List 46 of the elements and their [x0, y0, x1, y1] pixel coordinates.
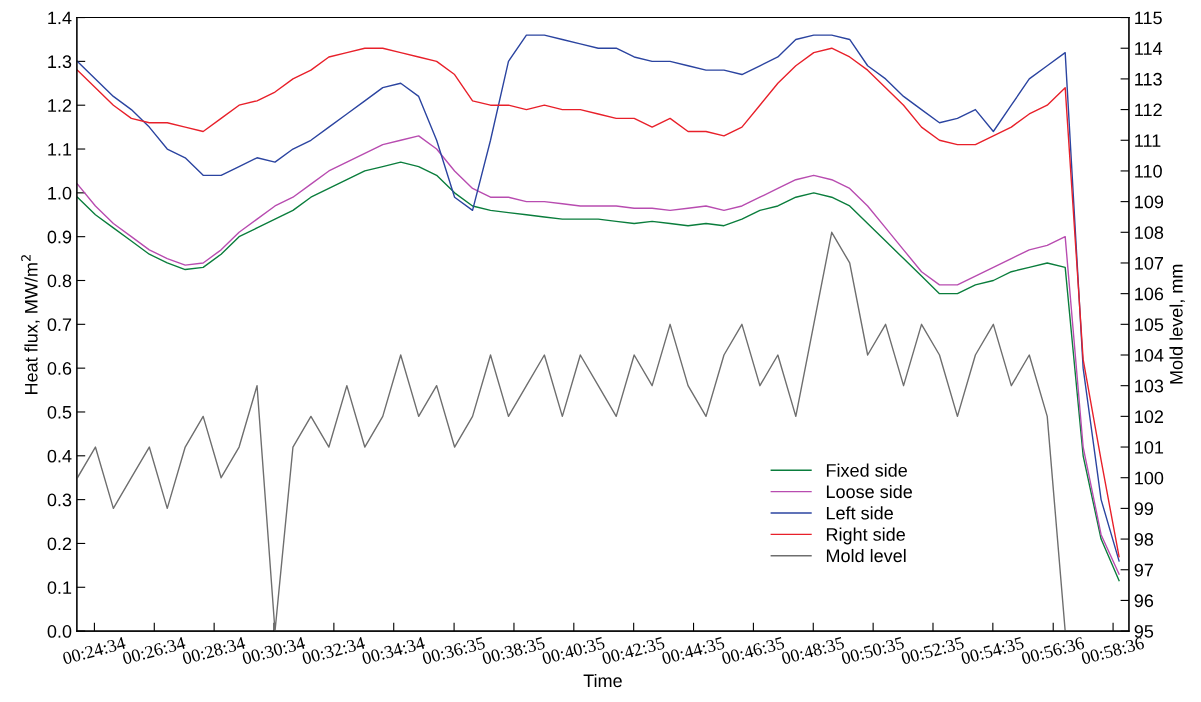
y-tick-label: 0.1 [47, 581, 72, 594]
y2-tick-label: 97 [1134, 563, 1153, 577]
y-tick-label: 1.2 [48, 99, 72, 112]
y2-tick-label: 109 [1135, 195, 1164, 209]
y2-tick-label: 108 [1135, 226, 1164, 240]
y-tick-label: 0.3 [47, 493, 72, 507]
y-tick-label: 0.9 [47, 230, 72, 244]
y-tick-label: 1.0 [48, 186, 72, 200]
y2-tick-label: 99 [1134, 502, 1154, 516]
legend-label: Right side [826, 527, 905, 545]
y2-tick-label: 111 [1135, 134, 1161, 147]
x-axis-title: Time [583, 673, 622, 688]
y2-tick-label: 115 [1135, 11, 1162, 25]
y2-tick-label: 104 [1135, 348, 1164, 362]
y2-tick-label: 106 [1135, 287, 1164, 301]
y2-tick-label: 114 [1135, 42, 1163, 55]
y2-tick-label: 112 [1135, 103, 1162, 117]
y2-tick-label: 96 [1134, 594, 1154, 608]
y2-tick-label: 113 [1135, 72, 1162, 86]
y-tick-label: 1.1 [48, 143, 72, 156]
legend-label: Mold level [826, 548, 906, 563]
line-series [76, 231, 1066, 632]
y2-tick-label: 107 [1135, 256, 1164, 270]
legend-label: Fixed side [826, 463, 907, 477]
y-tick-label: 0.8 [47, 274, 72, 288]
y-tick-label: 0.4 [47, 449, 72, 463]
legend-label: Loose side [826, 484, 912, 499]
y2-tick-label: 105 [1135, 318, 1164, 332]
x-tick-label: 00:46:35 [721, 636, 785, 665]
y-tick-label: 1.3 [48, 55, 72, 69]
y-tick-label: 0.7 [47, 318, 72, 332]
y2-tick-label: 101 [1135, 440, 1164, 454]
y2-tick-label: 100 [1135, 471, 1164, 485]
y-tick-label: 0.0 [47, 625, 72, 638]
legend-label: Left side [826, 506, 893, 520]
y-axis-title: Heat flux, MW/m$^{2}$ [21, 255, 40, 394]
y2-tick-label: 98 [1134, 533, 1154, 546]
y-tick-label: 0.5 [47, 405, 72, 419]
y2-axis-title: Mold level, mm [1169, 264, 1185, 384]
y2-tick-label: 103 [1135, 379, 1164, 393]
y-tick-label: 1.4 [48, 11, 72, 25]
y-tick-label: 0.6 [47, 362, 72, 375]
y2-tick-label: 102 [1135, 410, 1164, 424]
y2-tick-label: 95 [1134, 625, 1154, 638]
y2-tick-label: 110 [1135, 164, 1162, 178]
y-tick-label: 0.2 [47, 537, 72, 551]
